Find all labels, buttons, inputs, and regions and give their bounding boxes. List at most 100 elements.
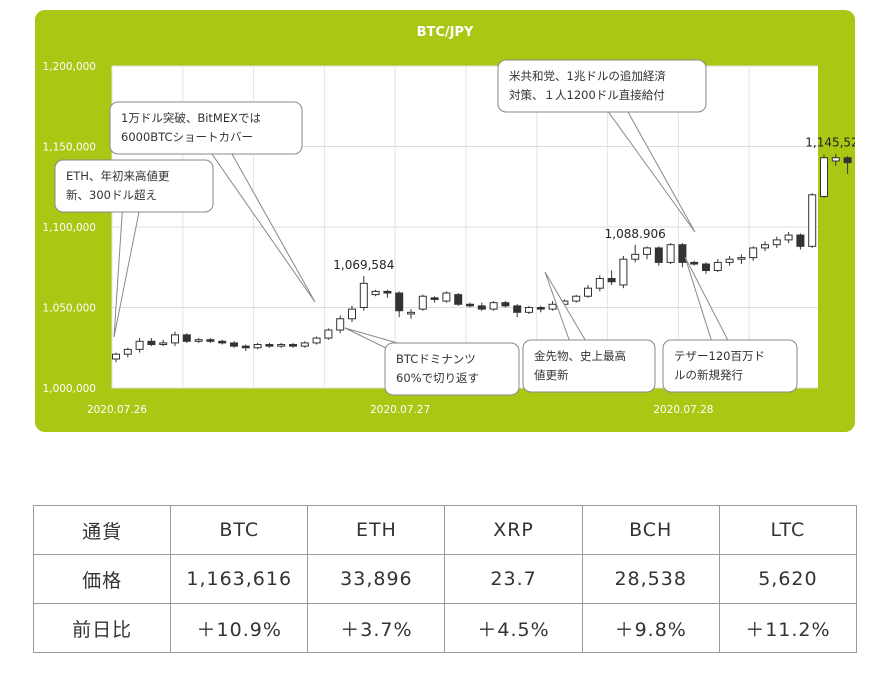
candle-body xyxy=(300,342,309,347)
candle-body xyxy=(371,290,380,296)
candle-body xyxy=(218,340,227,344)
candle-body xyxy=(843,157,852,164)
candle-body xyxy=(348,308,356,320)
annotation-text: BTCドミナンツ xyxy=(396,352,476,366)
candle-body xyxy=(654,247,663,263)
annotation-text: ルの新規発行 xyxy=(674,368,743,382)
table-row: 前日比 ＋10.9% ＋3.7% ＋4.5% ＋9.8% ＋11.2% xyxy=(32,603,858,653)
candle-body xyxy=(678,244,687,263)
table-cell: 前日比 xyxy=(32,603,172,653)
candle-body xyxy=(501,302,510,307)
candle-body xyxy=(749,247,758,259)
callout-fill xyxy=(386,344,518,394)
header-cell: ETH xyxy=(307,505,446,555)
annotation-text: テザー120百万ド xyxy=(674,349,765,363)
annotation-text: 6000BTCショートカバー xyxy=(121,130,253,144)
candle-body xyxy=(572,295,581,302)
y-tick-label: 1,200,000 xyxy=(43,61,96,73)
candle-body xyxy=(324,329,333,339)
candle-body xyxy=(690,261,699,265)
chart-card: BTC/JPY 1,000,000 1,050,000 1,100,000 1,150,… xyxy=(35,10,855,432)
callout-fill xyxy=(111,103,301,153)
candle-body xyxy=(619,258,628,286)
callout-fill xyxy=(56,161,212,211)
y-tick-label: 1,000,000 xyxy=(43,383,96,395)
candle-body xyxy=(383,290,392,294)
candle-body xyxy=(477,305,486,310)
candle-body xyxy=(548,303,557,310)
candle-body xyxy=(277,344,286,347)
candle-body xyxy=(430,297,439,300)
candle-body xyxy=(808,194,817,247)
candle-body xyxy=(702,263,710,271)
candle-body xyxy=(536,307,545,310)
candle-body xyxy=(489,302,498,310)
table-cell: 1,163,616 xyxy=(170,554,309,604)
table-cell: 23.7 xyxy=(444,554,583,604)
table-cell: 28,538 xyxy=(581,554,720,604)
annotation-text: 米共和党、1兆ドルの追加経済 xyxy=(509,69,666,83)
table-cell: ＋10.9% xyxy=(170,603,309,653)
candle-body xyxy=(359,282,368,309)
candle-body xyxy=(112,353,120,360)
candle-body xyxy=(737,257,746,260)
y-tick-label: 1,050,000 xyxy=(43,303,96,315)
x-tick-label: 2020.07.28 xyxy=(653,404,713,416)
x-tick-label: 2020.07.26 xyxy=(87,404,147,416)
candle-body xyxy=(265,344,274,347)
candle-body xyxy=(454,294,463,305)
annotation-text: 新、300ドル超え xyxy=(66,188,157,202)
candle-body xyxy=(584,287,592,297)
candle-body xyxy=(831,157,840,162)
chart-title: BTC/JPY xyxy=(417,25,474,40)
candle-body xyxy=(513,305,522,313)
candle-body xyxy=(418,295,427,310)
candle-body xyxy=(289,344,297,347)
candle-body xyxy=(253,344,262,349)
candle-body xyxy=(241,345,250,349)
candle-body xyxy=(135,340,144,350)
candle-body xyxy=(666,244,675,263)
table-cell: 5,620 xyxy=(718,554,858,604)
candle-body xyxy=(182,334,191,342)
candle-body xyxy=(466,303,474,307)
candle-body xyxy=(713,261,722,271)
callout-fill xyxy=(524,341,654,391)
table-cell: ＋3.7% xyxy=(307,603,446,653)
candle-body xyxy=(123,348,132,355)
candle-body xyxy=(607,278,616,283)
candle-body xyxy=(725,258,734,263)
btc-jpy-candlestick-chart: BTC/JPY 1,000,000 1,050,000 1,100,000 1,150,… xyxy=(43,25,855,416)
callout-fill xyxy=(499,61,705,111)
candle-body xyxy=(206,339,215,342)
header-cell: XRP xyxy=(444,505,583,555)
table-cell: ＋4.5% xyxy=(444,603,583,653)
annotation-text: 60%で切り返す xyxy=(396,371,479,385)
annotation-text: 対策、１人1200ドル直接給付 xyxy=(509,88,665,102)
candle-body xyxy=(407,311,415,315)
candle-body xyxy=(159,342,168,346)
header-cell: LTC xyxy=(718,505,858,555)
table-header-row: 通貨 BTC ETH XRP BCH LTC xyxy=(32,505,858,555)
table-cell: ＋11.2% xyxy=(718,603,858,653)
candle-body xyxy=(147,340,156,346)
candle-body xyxy=(395,292,404,312)
candle-body xyxy=(442,292,451,302)
candle-body xyxy=(631,253,640,260)
header-cell: BTC xyxy=(170,505,309,555)
candle-body xyxy=(796,234,805,247)
y-tick-label: 1,100,000 xyxy=(43,222,96,234)
data-label: 1,088.906 xyxy=(605,227,666,241)
header-cell: BCH xyxy=(581,505,720,555)
data-label: 1,069,584 xyxy=(333,258,394,272)
annotation-text: 1万ドル突破、BitMEXでは xyxy=(121,111,261,125)
candle-body xyxy=(525,307,533,313)
candle-body xyxy=(784,234,793,241)
candle-body xyxy=(772,239,781,246)
candle-body xyxy=(312,337,321,344)
callout-fill xyxy=(664,341,796,391)
table-cell: ＋9.8% xyxy=(581,603,720,653)
candle-body xyxy=(230,342,238,347)
candle-body xyxy=(194,339,203,342)
table-cell: 33,896 xyxy=(307,554,446,604)
